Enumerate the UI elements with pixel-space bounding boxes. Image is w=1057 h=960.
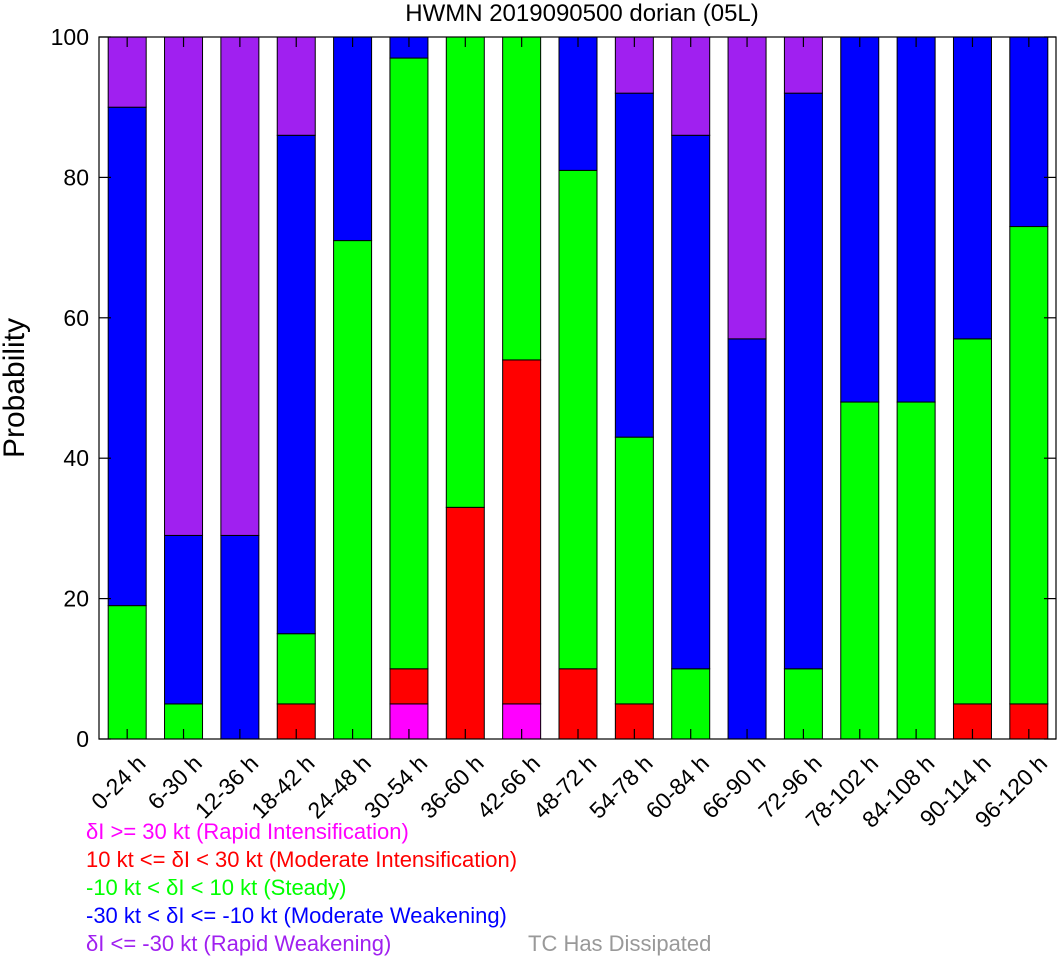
y-tick-label: 100	[51, 24, 89, 50]
bar-segment	[727, 36, 767, 340]
y-tick-label: 0	[76, 726, 89, 752]
bar-segment	[952, 338, 992, 705]
bar-segment	[389, 668, 429, 705]
bar-segment	[840, 401, 880, 740]
bar-segment	[896, 36, 936, 403]
y-tick-label: 20	[63, 586, 89, 612]
legend-entry: -30 kt < δI <= -10 kt (Moderate Weakenin…	[86, 903, 507, 928]
bar-segment	[896, 401, 936, 740]
bar-segment	[727, 338, 767, 740]
x-tick-label: 0-24 h	[86, 750, 151, 815]
bar-segment	[107, 36, 147, 108]
bar-segment	[840, 36, 880, 403]
bar-segment	[107, 605, 147, 740]
legend-entry: δI <= -30 kt (Rapid Weakening)	[86, 931, 392, 956]
bar-segment	[671, 36, 711, 136]
bar-segment	[276, 633, 316, 705]
bar-segment	[107, 106, 147, 607]
bar-segment	[389, 57, 429, 670]
y-axis-label: Probability	[0, 318, 31, 458]
bar-segment	[276, 36, 316, 136]
bar-segment	[558, 169, 598, 670]
bar-segment	[783, 92, 823, 670]
bar-segment	[164, 36, 204, 536]
y-tick-label: 80	[63, 164, 89, 190]
bar-segment	[1009, 36, 1049, 228]
bar-segment	[671, 134, 711, 670]
bar-segment	[614, 36, 654, 94]
y-tick-label: 40	[63, 445, 89, 471]
bar-segment	[671, 668, 711, 740]
legend-entry: 10 kt <= δI < 30 kt (Moderate Intensific…	[86, 847, 518, 872]
bar-segment	[164, 534, 204, 705]
bar-segment	[952, 36, 992, 340]
bar-segment	[558, 36, 598, 171]
bars-layer	[107, 36, 1049, 740]
bar-segment	[1009, 226, 1049, 705]
bar-segment	[333, 240, 373, 740]
bar-segment	[558, 668, 598, 740]
bar-segment	[220, 36, 260, 536]
bar-segment	[614, 436, 654, 705]
bar-segment	[502, 36, 542, 361]
bar-segment	[445, 506, 485, 740]
y-tick-label: 60	[63, 305, 89, 331]
bar-segment	[614, 92, 654, 438]
bar-segment	[783, 668, 823, 740]
dissipated-note: TC Has Dissipated	[528, 931, 712, 956]
chart-title: HWMN 2019090500 dorian (05L)	[405, 0, 759, 27]
legend-entry: -10 kt < δI < 10 kt (Steady)	[86, 875, 347, 900]
bar-segment	[502, 359, 542, 705]
bar-segment	[276, 134, 316, 635]
bar-segment	[220, 534, 260, 740]
legend-entry: δI >= 30 kt (Rapid Intensification)	[86, 819, 409, 844]
bar-segment	[445, 36, 485, 508]
bar-segment	[333, 36, 373, 242]
